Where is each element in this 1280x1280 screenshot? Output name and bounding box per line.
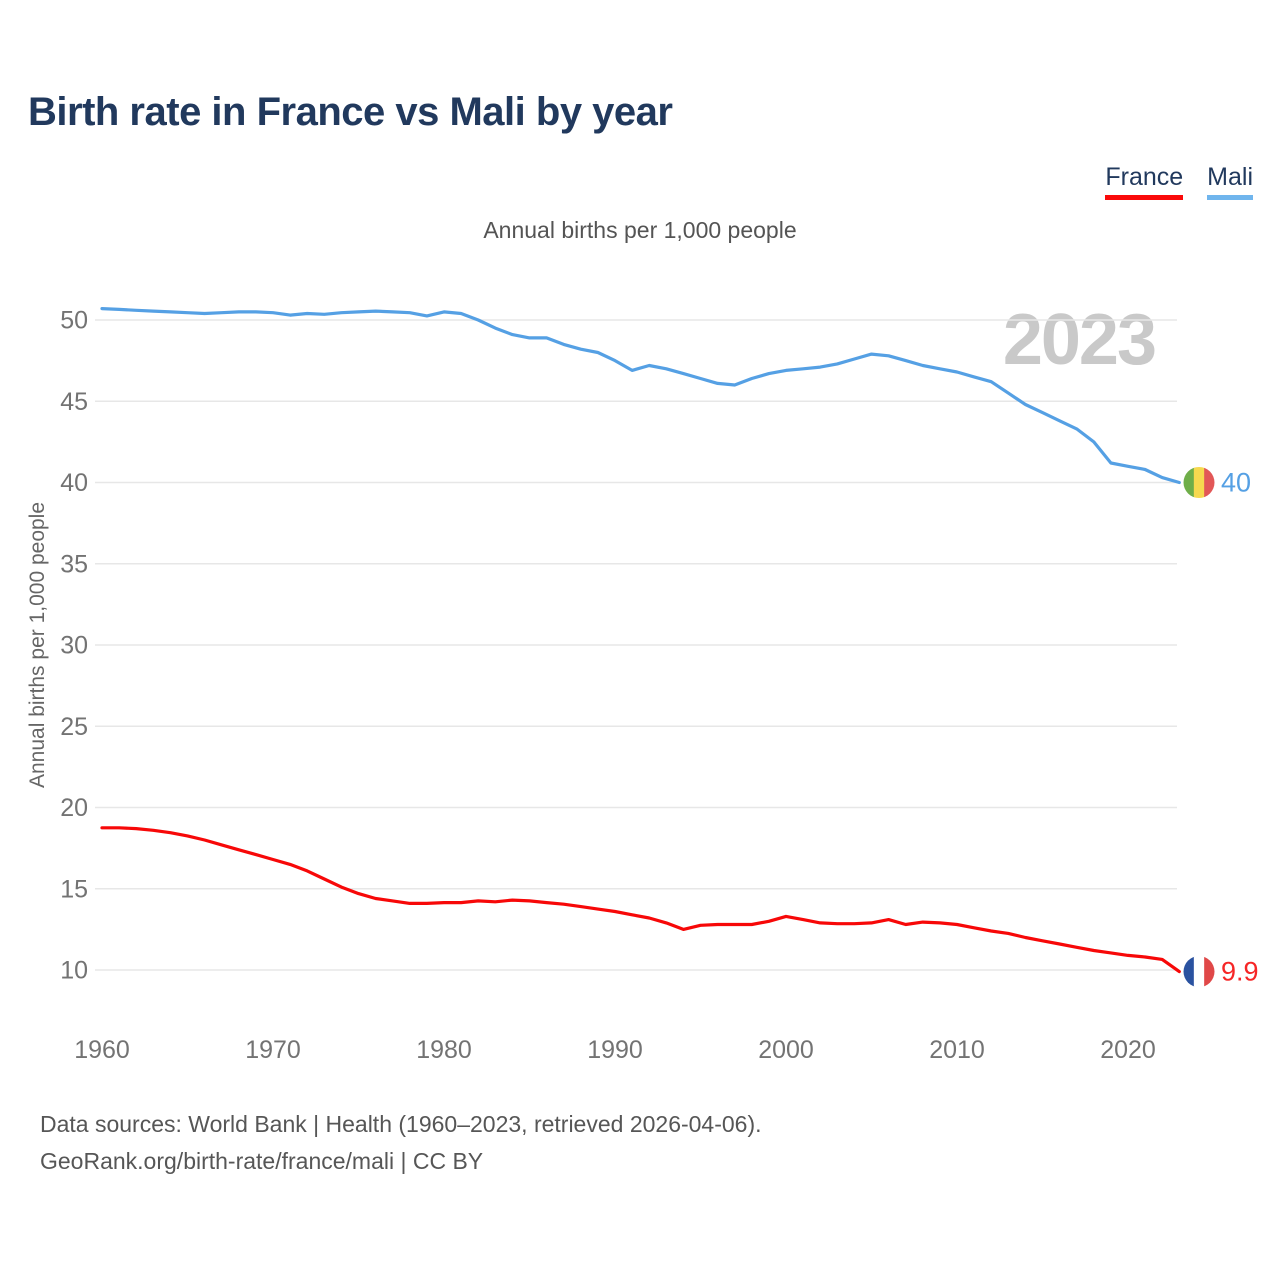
page-title: Birth rate in France vs Mali by year <box>28 90 673 134</box>
france-flag-icon <box>1183 956 1215 988</box>
x-tick-label: 2000 <box>758 1036 814 1064</box>
legend-item-france[interactable]: France <box>1105 163 1184 200</box>
chart-subtitle: Annual births per 1,000 people <box>483 217 797 243</box>
y-tick-label: 20 <box>60 794 88 822</box>
mali-flag-icon <box>1183 467 1215 498</box>
x-tick-label: 1960 <box>74 1036 130 1064</box>
mali-line <box>100 307 1181 485</box>
x-tick-label: 2020 <box>1100 1036 1156 1064</box>
y-tick-label: 50 <box>60 307 88 335</box>
year-watermark: 2023 <box>1003 300 1155 380</box>
france-line <box>100 826 1181 974</box>
x-tick-label: 2010 <box>929 1036 985 1064</box>
y-axis-label: Annual births per 1,000 people <box>26 502 49 788</box>
y-tick-label: 25 <box>60 713 88 741</box>
y-tick-label: 15 <box>60 875 88 903</box>
france-end-value: 9.9 <box>1221 957 1259 987</box>
chart-footer: Data sources: World Bank | Health (1960–… <box>40 1106 762 1180</box>
x-tick-label: 1990 <box>587 1036 643 1064</box>
y-tick-label: 35 <box>60 550 88 578</box>
legend: France Mali <box>1105 163 1253 200</box>
y-tick-label: 40 <box>60 469 88 497</box>
x-tick-label: 1980 <box>416 1036 472 1064</box>
y-tick-label: 45 <box>60 388 88 416</box>
attribution-text: GeoRank.org/birth-rate/france/mali | CC … <box>40 1148 484 1174</box>
data-sources-text: Data sources: World Bank | Health (1960–… <box>40 1111 762 1137</box>
y-tick-label: 10 <box>60 957 88 985</box>
x-tick-label: 1970 <box>245 1036 301 1064</box>
mali-end-value: 40 <box>1221 468 1251 498</box>
y-tick-label: 30 <box>60 632 88 660</box>
legend-item-mali[interactable]: Mali <box>1207 163 1253 200</box>
